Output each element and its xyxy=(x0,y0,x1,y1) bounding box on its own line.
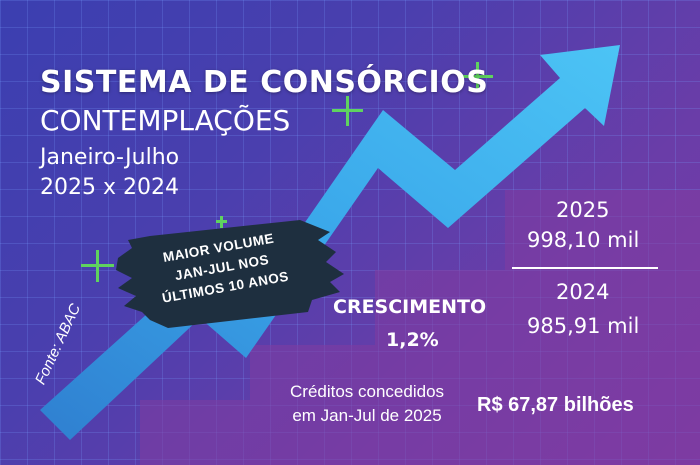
current-value: 998,10 mil xyxy=(527,228,640,252)
up-trend-arrow-icon xyxy=(40,45,620,440)
credits-value: R$ 67,87 bilhões xyxy=(477,394,634,416)
comparison-label: 2025 x 2024 xyxy=(40,175,179,200)
current-year: 2025 xyxy=(556,198,610,222)
step-bar xyxy=(505,190,700,270)
credits-line: em Jan-Jul de 2025 xyxy=(292,406,442,425)
page-title: SISTEMA DE CONSÓRCIOS xyxy=(40,65,489,100)
previous-year: 2024 xyxy=(556,280,610,304)
period-label: Janeiro-Julho xyxy=(40,145,180,170)
step-bar xyxy=(375,270,700,345)
highlight-banner xyxy=(116,220,344,328)
divider xyxy=(512,267,658,269)
step-bar xyxy=(250,345,700,400)
plus-sparkle-icon xyxy=(332,96,363,126)
growth-label: CRESCIMENTO xyxy=(333,296,487,318)
plus-sparkle-icon xyxy=(216,216,227,228)
credits-description: Créditos concedidos em Jan-Jul de 2025 xyxy=(290,380,444,428)
growth-value: 1,2% xyxy=(386,329,439,351)
plus-sparkle-icon xyxy=(81,250,114,282)
previous-value: 985,91 mil xyxy=(527,314,640,338)
credits-line: Créditos concedidos xyxy=(290,382,445,401)
step-bar xyxy=(140,400,700,465)
plus-sparkle-icon xyxy=(462,62,493,92)
page-subtitle: CONTEMPLAÇÕES xyxy=(40,104,291,137)
